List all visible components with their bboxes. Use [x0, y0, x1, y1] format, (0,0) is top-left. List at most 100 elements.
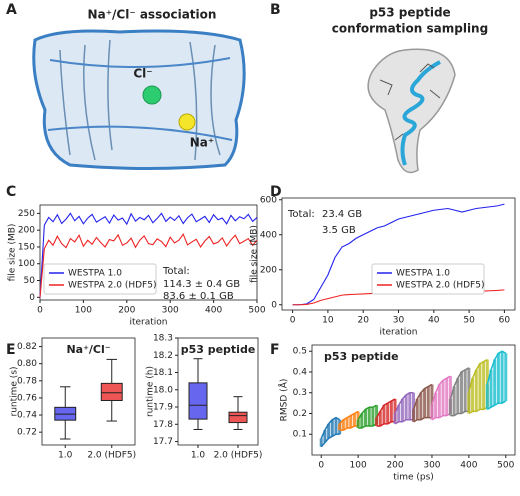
trajectory-edge — [412, 383, 433, 410]
surface-lines — [59, 39, 221, 161]
helix — [400, 60, 441, 166]
y-tick-label: 0 — [29, 293, 35, 303]
data-line — [292, 203, 505, 306]
trajectory-edge — [394, 418, 414, 425]
trajectory-edge — [431, 412, 451, 421]
x-tick-label: 60 — [499, 316, 511, 326]
y-tick-label: 17.7 — [153, 437, 173, 447]
plot-frame — [311, 344, 516, 456]
x-tick-label: 300 — [162, 306, 179, 316]
y-axis-label: runtime (h) — [146, 366, 156, 417]
data-line — [39, 212, 258, 298]
x-tick-label: 200 — [386, 461, 403, 471]
plot-frame — [41, 337, 136, 446]
trajectory-edge — [376, 421, 396, 427]
box — [228, 411, 248, 424]
annotation: Total: — [162, 266, 190, 277]
trajectory-edge — [320, 433, 340, 448]
y-axis-label: runtime (s) — [10, 366, 20, 416]
annotation: Cl⁻ — [133, 67, 152, 81]
y-tick-label: 200 — [18, 226, 35, 236]
chart-title: p53 peptide — [181, 343, 256, 356]
y-tick-label: 17.8 — [153, 420, 173, 430]
x-tick-label: 500 — [497, 461, 514, 471]
y-tick-label: 0.80 — [17, 359, 37, 369]
y-tick-label: 17.9 — [153, 403, 173, 413]
panel-title: Na⁺/Cl⁻ association — [88, 8, 217, 22]
x-tick-label: 1.0 — [58, 451, 73, 461]
panel-label: C — [6, 184, 16, 200]
panel-title: conformation sampling — [332, 22, 488, 36]
y-tick-label: 18.2 — [153, 351, 173, 361]
x-tick-label: 40 — [428, 316, 440, 326]
x-tick-label: 400 — [205, 306, 222, 316]
legend-box — [371, 263, 485, 295]
box — [100, 382, 123, 401]
y-tick-label: 0.1 — [293, 430, 307, 440]
trajectory-edge — [339, 410, 359, 425]
legend-label: WESTPA 2.0 (HDF5) — [68, 281, 156, 291]
trajectory-edge — [320, 416, 341, 439]
x-tick-label: 50 — [463, 316, 475, 326]
y-tick-label: 0.4 — [293, 367, 308, 377]
panel-label: A — [6, 2, 17, 18]
x-tick-label: 2.0 (HDF5) — [214, 451, 263, 461]
trajectory-edge — [339, 425, 359, 431]
x-tick-label: 500 — [248, 306, 265, 316]
sodium-ion — [178, 113, 196, 131]
x-tick-label: 2.0 (HDF5) — [87, 451, 136, 461]
chloride-ion — [142, 85, 162, 105]
y-tick-label: 0.78 — [17, 376, 37, 386]
legend-box — [43, 263, 157, 295]
x-tick-label: 30 — [393, 316, 405, 326]
y-tick-label: 150 — [18, 242, 35, 252]
annotation: 83.6 ± 0.1 GB — [163, 291, 234, 302]
annotation: 3.5 GB — [322, 225, 356, 236]
x-tick-label: 100 — [75, 306, 92, 316]
legend-label: WESTPA 1.0 — [396, 269, 450, 279]
trajectory-edge — [468, 406, 488, 415]
trajectory-edge — [375, 398, 396, 419]
x-tick-label: 10 — [322, 316, 334, 326]
trajectory-edge — [468, 358, 488, 393]
y-tick-label: 200 — [260, 265, 277, 275]
x-axis-label: iteration — [379, 328, 417, 338]
y-tick-label: 18.3 — [153, 334, 173, 344]
x-axis-label: time (ps) — [393, 473, 434, 483]
y-tick-label: 50 — [24, 276, 36, 286]
y-tick-label: 0.76 — [17, 393, 37, 403]
trajectory-edge — [357, 404, 377, 421]
x-tick-label: 1.0 — [191, 451, 206, 461]
x-tick-label: 0 — [290, 316, 296, 326]
chart-title: p53 peptide — [324, 350, 399, 363]
panel-a-image — [32, 29, 246, 170]
x-tick-label: 0 — [318, 461, 324, 471]
y-axis-label: file size (MB) — [8, 224, 18, 282]
y-tick-label: 0.72 — [17, 428, 37, 438]
y-tick-label: 18.1 — [153, 368, 173, 378]
trajectory-edge — [486, 350, 507, 385]
x-tick-label: 300 — [423, 461, 440, 471]
trajectory-edge — [450, 410, 469, 417]
y-axis-label: RMSD (Å) — [278, 379, 290, 422]
surface-lines — [47, 57, 233, 141]
panel-label: B — [270, 2, 281, 18]
y-tick-label: 0.3 — [293, 388, 307, 398]
panel-title: p53 peptide — [369, 6, 450, 20]
y-tick-label: 250 — [18, 209, 35, 219]
y-tick-label: 400 — [260, 230, 277, 240]
plot-frame — [177, 337, 259, 446]
y-tick-label: 0.82 — [17, 342, 37, 352]
annotation: 23.4 GB — [322, 209, 362, 220]
x-tick-label: 200 — [118, 306, 135, 316]
x-tick-label: 20 — [357, 316, 369, 326]
x-tick-label: 100 — [350, 461, 367, 471]
trajectory-edge — [394, 391, 414, 414]
y-tick-label: 100 — [18, 259, 35, 269]
trajectory-edge — [431, 375, 451, 406]
panel-label: E — [6, 342, 16, 358]
annotation: 114.3 ± 0.4 GB — [163, 279, 240, 290]
annotation: Na⁺ — [190, 136, 214, 150]
